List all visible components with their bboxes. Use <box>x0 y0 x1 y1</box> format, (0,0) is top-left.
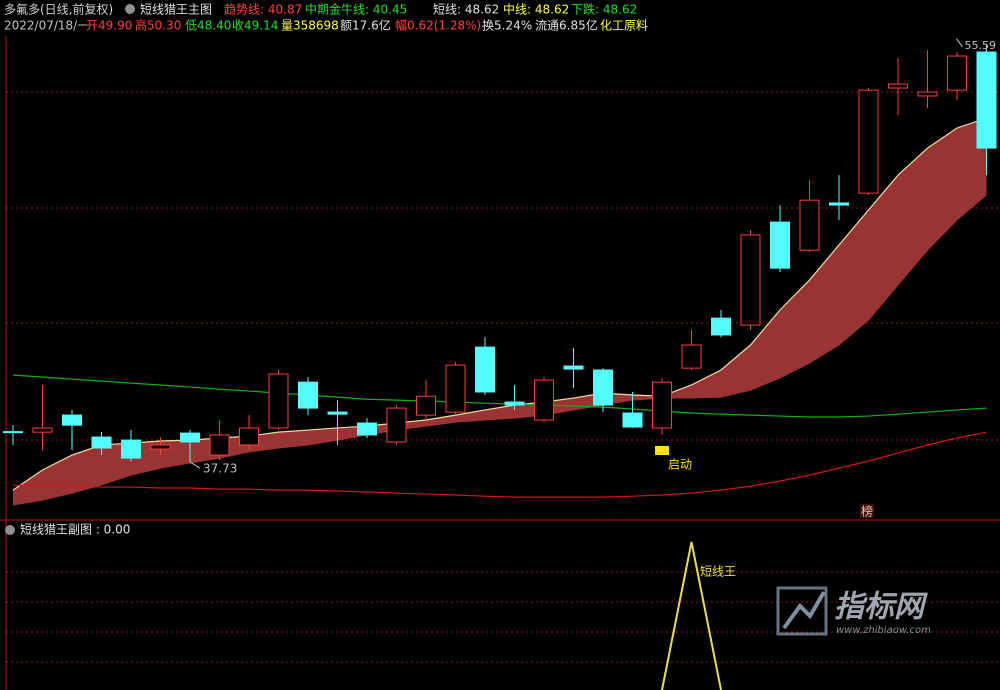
header-item: 多氟多(日线,前复权) <box>4 2 113 17</box>
candle-body <box>121 439 141 459</box>
candle-body <box>32 427 53 433</box>
quote-item: 换5.24% <box>482 19 532 33</box>
quote-item: 2022/07/18/一 <box>4 19 89 33</box>
candle-body <box>445 364 466 413</box>
candle-body <box>711 317 731 336</box>
annotation-arrow <box>956 38 963 48</box>
candle-body <box>681 344 702 369</box>
candle-body <box>386 407 407 443</box>
band-area <box>13 118 987 506</box>
high-label: 55.59 <box>965 39 997 52</box>
indicator-line <box>12 431 987 498</box>
candle-body <box>504 401 525 406</box>
candle-body <box>888 83 908 89</box>
low-label: 37.73 <box>203 462 237 476</box>
candle-body <box>799 199 820 251</box>
candle-body <box>563 365 584 370</box>
badge-label: 榜 <box>861 504 873 519</box>
sub-title: 短线猎王副图 : 0.00 <box>20 523 130 537</box>
candle-body <box>416 395 436 416</box>
line-annotation: 短线王 <box>700 565 736 579</box>
candle-body <box>91 436 112 449</box>
candle-body <box>593 369 613 406</box>
badge-box <box>860 504 874 518</box>
watermark-url: www.zhibiaow.com <box>836 625 931 636</box>
watermark-title: 指标网 <box>834 590 928 625</box>
quote-item: 流通6.85亿 <box>535 18 598 33</box>
quote-item: 化工原料 <box>600 19 648 33</box>
watermark-logo <box>776 586 828 636</box>
candle-body <box>475 346 495 393</box>
candle-body <box>622 412 643 428</box>
indicator-line <box>12 374 987 418</box>
chart-title: 短线猎王主图 <box>140 3 212 17</box>
signal-line <box>661 541 722 690</box>
candle-body <box>298 381 318 409</box>
quote-item: 额17.6亿 <box>340 18 391 33</box>
candle-body <box>947 55 967 91</box>
signal-label: 启动 <box>668 458 692 472</box>
menu-icon[interactable] <box>5 525 15 535</box>
header-item: 下跌: 48.62 <box>571 2 637 17</box>
band-lower-line <box>12 194 987 506</box>
quote-item: 高50.30 <box>135 18 181 33</box>
quote-item: 收49.14 <box>232 19 278 33</box>
signal-marker <box>655 446 669 455</box>
header-item: 中期金牛线: 40.45 <box>305 2 407 17</box>
quote-item: 低48.40 <box>185 19 231 33</box>
candle-body <box>534 379 554 421</box>
quote-item: 开49.90 <box>86 19 132 33</box>
candle-body <box>829 202 849 206</box>
candle-body <box>976 51 997 149</box>
header-item: 中线: 48.62 <box>503 2 569 17</box>
band-upper-line <box>12 117 987 491</box>
candle-body <box>180 432 200 443</box>
candle-body <box>652 381 672 429</box>
candle-body <box>268 373 289 429</box>
candle-body <box>858 89 879 194</box>
candle-body <box>62 414 82 426</box>
candle-body <box>740 234 761 326</box>
candle-body <box>327 411 348 415</box>
watermark-logo <box>782 590 826 630</box>
candle-body <box>357 422 377 436</box>
candle-body <box>239 427 259 446</box>
candle-body <box>917 91 938 97</box>
header-item: 短线: 48.62 <box>433 3 499 17</box>
candle-body <box>770 221 790 269</box>
header-item: 趋势线: 40.87 <box>224 3 302 17</box>
menu-icon[interactable] <box>125 4 135 14</box>
watermark: 指标网 www.zhibiaow.com <box>776 586 931 636</box>
quote-item: 量358698 <box>281 19 339 33</box>
candle-body <box>150 444 171 450</box>
candle-body <box>209 434 230 456</box>
quote-item: 幅0.62(1.28%) <box>395 18 481 33</box>
annotation-arrow <box>189 461 201 469</box>
